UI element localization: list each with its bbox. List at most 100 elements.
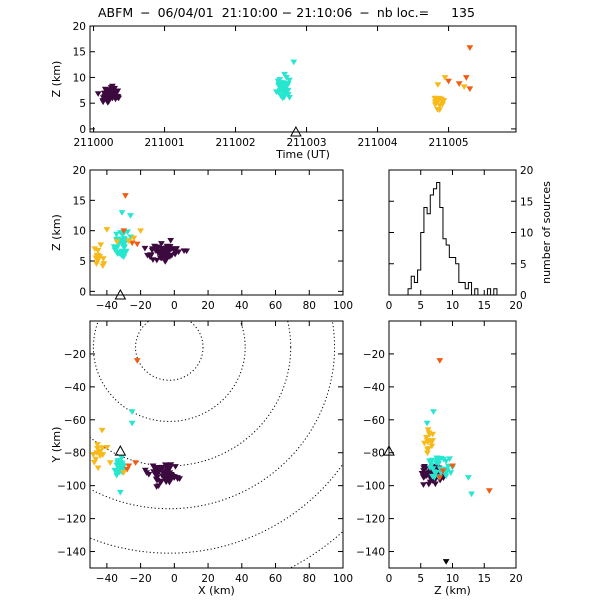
- source-point-purple: [99, 98, 107, 104]
- source-point-purple: [153, 484, 160, 490]
- time-height-panel: 211000 211001 211002 211003 211004 211005 0 5 10…: [50, 21, 517, 161]
- title-time-range: 21:10:00 − 21:10:06: [222, 5, 353, 20]
- y-tick-label: 10: [520, 228, 533, 240]
- source-point-yellow: [440, 98, 448, 104]
- source-point-yellow: [97, 242, 105, 249]
- x-tick-label: 0: [171, 300, 178, 312]
- source-point-purple: [104, 95, 112, 102]
- source-point-cyan: [114, 468, 121, 475]
- x-tick-label: 60: [269, 300, 282, 312]
- source-point-cyan: [116, 489, 124, 496]
- source-point-yellow: [100, 261, 108, 267]
- range-ring: [92, 321, 246, 422]
- x-tick-label: 0: [386, 573, 393, 585]
- source-point-purple: [158, 478, 165, 485]
- y-tick-label: −20: [64, 349, 86, 361]
- source-point-purple: [183, 248, 190, 255]
- y-tick-label: 20: [520, 165, 533, 177]
- figure-title: ABFM − 06/04/01 21:10:00 − 21:10:06 − nb…: [98, 5, 475, 20]
- y-tick-label: 5: [520, 259, 527, 271]
- source-point-yellow: [94, 247, 102, 254]
- source-point-orange: [436, 358, 444, 364]
- x-axis-label: Time (UT): [275, 148, 330, 161]
- x-tick-label: 100: [333, 300, 353, 312]
- source-point-yellow: [97, 448, 104, 455]
- y-tick-label: −100: [356, 481, 385, 493]
- source-point-yellow: [120, 470, 128, 476]
- source-point-cyan: [117, 251, 125, 258]
- source-point-purple: [153, 470, 160, 477]
- y-tick-label: 10: [73, 72, 86, 84]
- source-point-yellow: [94, 465, 102, 472]
- source-point-cyan: [121, 244, 129, 251]
- source-point-yellow: [125, 238, 133, 245]
- source-point-yellow: [441, 75, 449, 81]
- source-point-purple: [112, 91, 120, 97]
- y-tick-label: −100: [57, 481, 86, 493]
- histogram-step-line: [407, 182, 498, 295]
- source-point-purple: [168, 472, 176, 479]
- source-point-cyan: [447, 470, 455, 476]
- y-tick-label: −140: [356, 547, 385, 559]
- z-y-panel: 0 5 10 15 20 −140 −120 −100 −80 −60 −40 −20 Z (km): [356, 320, 523, 597]
- x-tick-label: 10: [446, 573, 459, 585]
- y-tick-label: −120: [57, 514, 86, 526]
- source-point-orange: [485, 488, 493, 494]
- plot-frame: [388, 320, 517, 569]
- source-point-yellow: [436, 107, 443, 113]
- source-point-orange: [125, 463, 133, 470]
- y-tick-label: −60: [64, 415, 86, 427]
- range-ring: [90, 321, 292, 467]
- source-point-cyan: [429, 466, 437, 472]
- source-point-purple: [158, 241, 165, 247]
- source-point-cyan: [442, 473, 450, 480]
- source-point-purple: [420, 482, 427, 488]
- x-tick-label: 0: [171, 573, 178, 585]
- source-point-purple: [151, 243, 158, 250]
- y-tick-label: 15: [520, 196, 533, 208]
- y-tick-label: −40: [64, 382, 86, 394]
- source-point-orange: [466, 86, 474, 93]
- source-point-cyan: [110, 244, 118, 250]
- x-tick-label: 10: [446, 300, 459, 312]
- source-point-yellow: [425, 446, 432, 452]
- x-axis-label: X (km): [198, 584, 235, 597]
- source-point-cyan: [128, 409, 136, 415]
- source-point-purple: [166, 245, 174, 252]
- source-point-cyan: [432, 469, 440, 476]
- source-point-cyan: [423, 420, 431, 427]
- y-axis-label: Y (km): [50, 427, 63, 464]
- source-point-cyan: [286, 94, 293, 101]
- source-point-yellow: [93, 261, 100, 267]
- source-point-yellow: [93, 450, 101, 456]
- plot-frame: [89, 320, 344, 569]
- source-point-cyan: [115, 461, 122, 468]
- y-tick-label: 15: [73, 47, 86, 59]
- source-point-cyan: [430, 409, 437, 415]
- source-point-purple: [173, 246, 180, 252]
- source-point-purple: [141, 245, 149, 252]
- source-point-purple: [153, 257, 161, 264]
- y-axis-label: Z (km): [50, 214, 63, 251]
- x-tick-label: −20: [130, 300, 152, 312]
- source-point-cyan: [276, 89, 283, 96]
- source-point-purple: [109, 83, 116, 90]
- source-point-purple: [426, 470, 433, 476]
- source-point-yellow: [424, 450, 431, 457]
- range-ring: [135, 321, 204, 381]
- source-point-cyan: [118, 455, 125, 461]
- range-ring: [90, 321, 336, 510]
- x-tick-label: −20: [130, 573, 152, 585]
- source-point-purple: [141, 467, 149, 474]
- plot-frame: [89, 25, 517, 133]
- source-point-cyan: [290, 59, 298, 66]
- source-point-yellow: [99, 256, 107, 262]
- y-tick-label: 15: [73, 195, 86, 207]
- source-point-yellow: [429, 438, 437, 444]
- x-tick-label: 20: [201, 573, 214, 585]
- source-point-cyan: [111, 247, 119, 253]
- source-point-orange: [439, 468, 447, 475]
- source-point-yellow: [435, 95, 443, 102]
- source-point-cyan: [285, 77, 293, 84]
